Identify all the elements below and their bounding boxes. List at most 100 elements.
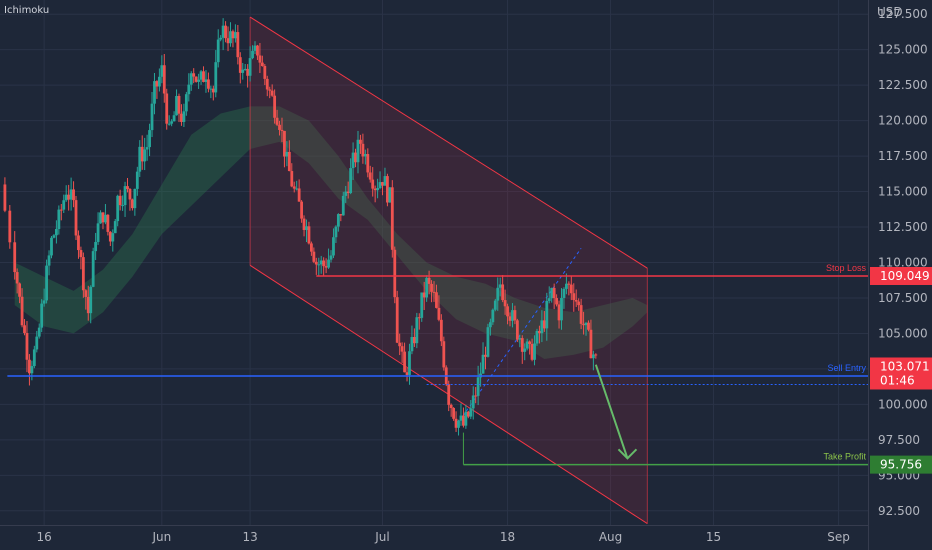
- candle-body: [297, 188, 301, 202]
- candle-body: [184, 94, 188, 112]
- candle-body: [366, 154, 370, 173]
- candle-body: [341, 195, 345, 216]
- candle-body: [457, 420, 460, 428]
- candle-body: [219, 37, 223, 40]
- candle-body: [162, 65, 166, 94]
- candle-body: [481, 354, 485, 374]
- candle-body: [589, 329, 593, 359]
- candle-body: [3, 184, 7, 211]
- candle-body: [307, 226, 311, 244]
- candle-body: [52, 235, 56, 238]
- current-price-value: 103.071: [880, 359, 930, 373]
- price-tick-label: 100.000: [878, 397, 928, 411]
- candle-body: [300, 201, 303, 219]
- candle-body: [336, 214, 340, 227]
- stop-loss-value: 109.049: [880, 269, 930, 283]
- candle-body: [488, 322, 492, 328]
- candle-body: [518, 338, 522, 340]
- candle-body: [40, 303, 44, 328]
- candle-body: [153, 81, 156, 104]
- candle-body: [74, 200, 78, 236]
- indicator-label[interactable]: Ichimoku: [4, 5, 49, 16]
- candle-body: [199, 71, 203, 80]
- candle-body: [425, 277, 429, 298]
- candle-body: [113, 221, 117, 234]
- candle-body: [69, 189, 73, 200]
- candle-body: [50, 237, 53, 256]
- candle-body: [449, 404, 453, 409]
- candle-body: [454, 418, 458, 428]
- candle-body: [172, 115, 176, 122]
- time-tick-label: 16: [36, 530, 51, 544]
- candle-body: [290, 171, 294, 187]
- candle-body: [538, 330, 541, 334]
- candle-body: [283, 130, 286, 157]
- take-profit-badge: [870, 455, 932, 474]
- descending-channel: [249, 16, 648, 525]
- candle-body: [324, 266, 328, 268]
- candle-body: [344, 191, 348, 196]
- candle-body: [484, 354, 487, 357]
- price-tick-label: 92.500: [878, 504, 920, 518]
- candle-body: [420, 292, 424, 318]
- candle-body: [314, 261, 318, 265]
- candle-body: [565, 283, 568, 289]
- candle-body: [332, 237, 335, 256]
- candle-body: [322, 260, 326, 267]
- candle-body: [491, 309, 495, 323]
- candle-body: [430, 283, 433, 292]
- candle-body: [192, 73, 196, 77]
- price-tick-label: 117.500: [878, 149, 928, 163]
- candle-body: [187, 84, 191, 95]
- candle-body: [106, 214, 110, 232]
- candle-body: [562, 288, 566, 298]
- candle-body: [533, 343, 536, 360]
- candle-body: [373, 188, 377, 191]
- candle-body: [496, 287, 500, 301]
- candle-body: [214, 62, 218, 93]
- candle-body: [310, 243, 313, 252]
- time-axis[interactable]: 16 Jun 13 Jul 18 Aug 15 Sep: [36, 530, 849, 544]
- candle-body: [15, 272, 19, 284]
- current-price-badge: [870, 357, 932, 390]
- candle-body: [469, 408, 473, 417]
- ichimoku-cloud: [14, 106, 648, 360]
- price-tick-label: 120.000: [878, 114, 928, 128]
- time-tick-label: Sep: [827, 530, 850, 544]
- candle-body: [584, 322, 588, 326]
- candle-body: [393, 249, 397, 298]
- candle-body: [422, 292, 426, 298]
- candle-body: [30, 366, 34, 374]
- candle-body: [160, 65, 164, 77]
- candle-body: [405, 372, 409, 375]
- candle-body: [285, 151, 289, 157]
- candle-body: [23, 325, 26, 334]
- price-axis[interactable]: 92.50095.00097.500100.000102.500105.0001…: [870, 7, 932, 518]
- candlestick-series: [3, 18, 598, 436]
- candle-body: [207, 79, 210, 89]
- candle-body: [121, 205, 124, 207]
- candle-body: [547, 298, 551, 301]
- candle-body: [388, 187, 392, 203]
- candle-body: [59, 209, 63, 211]
- time-tick-label: Jul: [374, 530, 389, 544]
- channel-upper-line: [249, 16, 648, 269]
- candle-body: [292, 186, 296, 189]
- candle-body: [273, 95, 277, 118]
- candle-body: [148, 130, 151, 148]
- candle-body: [67, 194, 71, 200]
- candle-body: [398, 342, 402, 347]
- candle-body: [86, 296, 90, 314]
- candle-body: [530, 344, 534, 360]
- candle-body: [410, 337, 414, 352]
- candle-body: [552, 287, 556, 299]
- candle-body: [351, 152, 355, 169]
- candle-body: [96, 223, 100, 242]
- candle-body: [32, 349, 36, 367]
- candle-body: [138, 146, 142, 172]
- candle-body: [72, 189, 75, 201]
- candle-body: [270, 90, 274, 96]
- price-tick-label: 115.000: [878, 185, 928, 199]
- candle-body: [101, 212, 105, 223]
